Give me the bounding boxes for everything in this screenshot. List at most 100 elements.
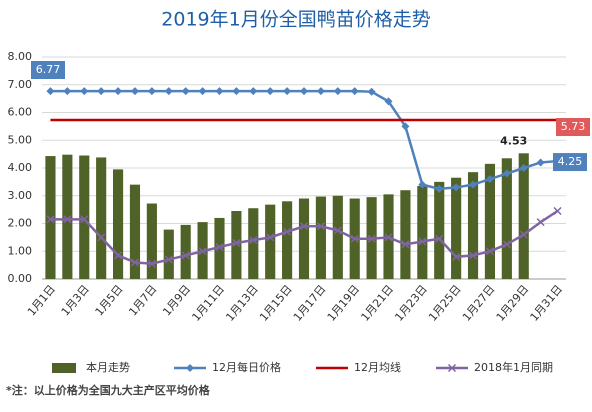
diamond-marker [130, 87, 139, 96]
diamond-marker [114, 87, 123, 96]
bar [248, 208, 259, 279]
chart-title: 2019年1月份全国鸭苗价格走势 [161, 9, 430, 31]
bar [484, 163, 496, 279]
bar [282, 201, 293, 279]
footnote: *注：以上价格为全国九大主产区平均价格 [6, 383, 211, 397]
diamond-marker [333, 87, 342, 96]
diamond-marker [300, 87, 308, 96]
y-tick-label: 7.00 [8, 78, 33, 91]
diamond-marker [452, 183, 461, 192]
bar [96, 157, 107, 279]
diamond-marker [249, 87, 258, 96]
x-marker [536, 218, 545, 227]
x-marker [485, 247, 494, 256]
y-tick-label: 6.00 [8, 106, 33, 119]
x-marker [435, 234, 444, 243]
diamond-marker [181, 87, 190, 96]
x-marker [447, 363, 457, 373]
diamond-marker [435, 184, 444, 193]
x-marker [519, 230, 528, 239]
legend-label: 12月均线 [354, 360, 401, 374]
bar [214, 217, 225, 279]
bar [451, 177, 462, 279]
x-marker [283, 227, 292, 236]
bar [434, 181, 445, 279]
diamond-marker [401, 122, 410, 131]
y-tick-label: 3.00 [8, 189, 33, 202]
diamond-marker [536, 158, 545, 167]
x-marker [97, 233, 106, 242]
bar [45, 156, 56, 279]
bar [163, 229, 174, 279]
bar [501, 158, 512, 279]
x-marker [80, 215, 89, 224]
y-tick-label: 0.00 [8, 272, 33, 285]
data-label-box [553, 153, 587, 172]
data-label: 6.77 [36, 63, 61, 76]
x-marker [249, 236, 258, 245]
y-tick-label: 8.00 [8, 50, 33, 63]
x-marker [164, 255, 173, 264]
y-tick-label: 1.00 [8, 244, 33, 257]
x-marker [452, 252, 461, 261]
diamond-marker [198, 87, 207, 96]
x-marker [232, 238, 241, 247]
data-label: 4.53 [500, 134, 527, 147]
bar [180, 224, 191, 279]
legend-swatch [52, 363, 76, 373]
bar [400, 190, 411, 279]
data-label: 5.73 [561, 120, 586, 133]
data-label: 4.25 [558, 155, 583, 168]
bar [146, 203, 157, 279]
diamond-marker [147, 87, 156, 96]
x-marker [198, 247, 207, 256]
diamond-marker [384, 97, 393, 106]
diamond-marker [350, 87, 359, 96]
x-marker [367, 234, 376, 243]
diamond-marker [418, 180, 427, 189]
legend-label: 12月每日价格 [212, 360, 281, 374]
y-tick-label: 4.00 [8, 161, 33, 174]
bar [112, 169, 124, 279]
x-marker [469, 251, 478, 260]
diamond-marker [232, 87, 241, 96]
x-marker [316, 222, 325, 231]
diamond-marker [316, 87, 325, 96]
diamond-marker [367, 87, 376, 96]
diamond-marker [186, 364, 194, 372]
x-marker [130, 258, 139, 267]
x-marker [266, 233, 275, 242]
x-marker [418, 237, 427, 246]
x-marker [502, 240, 511, 249]
x-marker [350, 234, 359, 243]
diamond-marker [502, 169, 511, 178]
data-label-box [31, 61, 65, 79]
bar [467, 172, 479, 279]
x-marker [299, 222, 309, 231]
x-marker [333, 226, 342, 235]
diamond-marker [46, 87, 55, 96]
data-label-box [556, 117, 590, 136]
diamond-marker [80, 87, 89, 96]
x-marker [46, 215, 55, 224]
diamond-marker [485, 175, 494, 184]
x-marker [553, 206, 562, 216]
bar [79, 155, 90, 279]
bar [518, 153, 529, 279]
diamond-marker [283, 87, 292, 96]
x-marker [384, 233, 393, 242]
x-marker [114, 251, 123, 260]
diamond-marker [215, 87, 224, 96]
bar [417, 186, 428, 279]
bar [332, 195, 343, 279]
x-marker [215, 243, 224, 252]
bar [129, 184, 141, 279]
x-marker [63, 215, 72, 224]
x-marker [147, 259, 156, 268]
legend-label: 2018年1月同期 [474, 360, 553, 374]
diamond-marker [519, 164, 528, 172]
bar [298, 198, 310, 279]
x-marker [401, 240, 410, 249]
diamond-marker [266, 87, 275, 96]
